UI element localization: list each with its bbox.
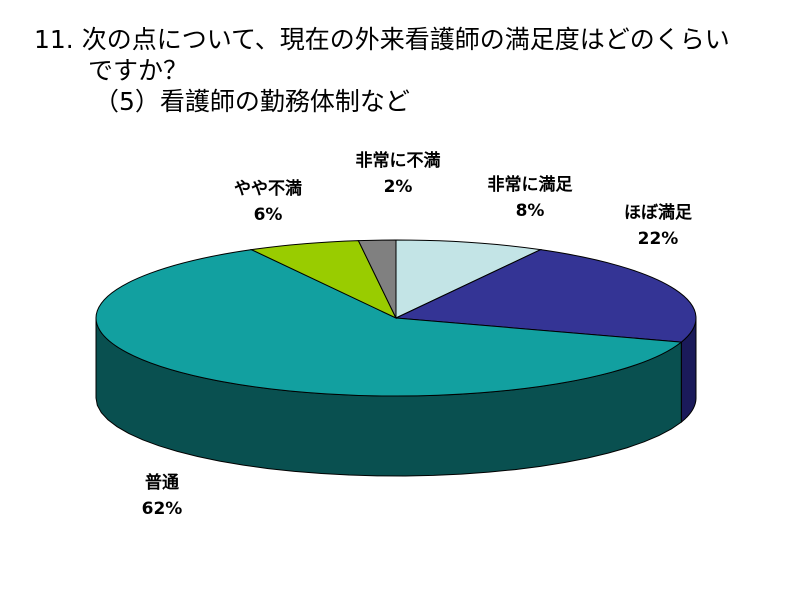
slice-label-1: ほぼ満足 <box>624 202 692 223</box>
slice-value-0: 8% <box>516 201 545 221</box>
slice-value-1: 22% <box>638 229 679 249</box>
pie-slice-2 <box>95 249 683 397</box>
pie-slice-0 <box>395 239 543 319</box>
title-line-1: 11. 次の点について、現在の外来看護師の満足度はどのくらい <box>34 25 730 54</box>
title-line-3: （5）看護師の勤務体制など <box>94 87 410 116</box>
pie-slice-1 <box>394 249 697 343</box>
title-line-2: ですか？ <box>88 56 189 85</box>
slice-label-4: 非常に不満 <box>356 150 441 171</box>
pie-slices <box>95 239 697 397</box>
pie-slice-4 <box>357 239 397 319</box>
slice-label-3: やや不満 <box>234 178 302 199</box>
slice-value-4: 2% <box>384 177 413 197</box>
slice-value-3: 6% <box>254 205 283 225</box>
pie-labels: 非常に満足 8% ほぼ満足 22% 普通 62% やや不満 6% 非常に不満 2% <box>142 150 692 519</box>
slice-value-2: 62% <box>142 499 183 519</box>
slice-label-2: 普通 <box>145 472 179 493</box>
chart-title: 11. 次の点について、現在の外来看護師の満足度はどのくらい ですか？ （5）看… <box>34 24 794 117</box>
slice-label-0: 非常に満足 <box>488 174 573 195</box>
